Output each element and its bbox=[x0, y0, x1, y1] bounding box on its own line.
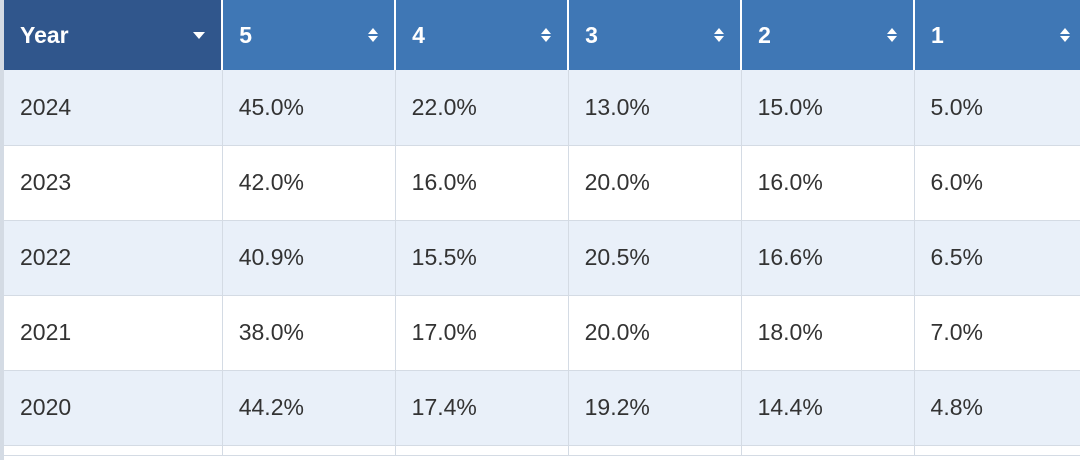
column-header-label: 1 bbox=[931, 21, 944, 48]
chevron-down-icon[interactable] bbox=[193, 31, 206, 39]
sort-icon[interactable] bbox=[366, 25, 380, 45]
cell-value: 13.0% bbox=[568, 70, 742, 146]
cell-value: 44.2% bbox=[222, 370, 396, 446]
cell-empty bbox=[914, 445, 1080, 456]
column-header-year[interactable]: Year bbox=[0, 0, 224, 70]
column-header-4[interactable]: 4 bbox=[395, 0, 570, 70]
column-header-5[interactable]: 5 bbox=[222, 0, 397, 70]
cell-value: 16.0% bbox=[395, 145, 569, 221]
cell-value: 42.0% bbox=[222, 145, 396, 221]
column-header-2[interactable]: 2 bbox=[741, 0, 916, 70]
cell-value: 15.5% bbox=[395, 220, 569, 296]
cell-empty bbox=[395, 445, 569, 456]
sort-icon[interactable] bbox=[539, 25, 553, 45]
cell-value: 45.0% bbox=[222, 70, 396, 146]
cell-value: 20.0% bbox=[568, 145, 742, 221]
cell-value: 14.4% bbox=[741, 370, 915, 446]
cell-empty bbox=[222, 445, 396, 456]
cell-value: 18.0% bbox=[741, 295, 915, 371]
cell-value: 40.9% bbox=[222, 220, 396, 296]
column-header-label: Year bbox=[20, 21, 69, 48]
column-header-label: 4 bbox=[412, 21, 425, 48]
table-row: 2020 44.2% 17.4% 19.2% 14.4% 4.8% bbox=[0, 370, 1080, 446]
column-header-label: 2 bbox=[758, 21, 771, 48]
cell-empty bbox=[741, 445, 915, 456]
cell-value: 17.0% bbox=[395, 295, 569, 371]
cell-value: 22.0% bbox=[395, 70, 569, 146]
cell-value: 20.0% bbox=[568, 295, 742, 371]
cell-year: 2020 bbox=[0, 370, 223, 446]
sort-icon[interactable] bbox=[885, 25, 899, 45]
table-header-row: Year 5 4 bbox=[0, 0, 1080, 70]
cell-value: 19.2% bbox=[568, 370, 742, 446]
cell-value: 6.0% bbox=[914, 145, 1080, 221]
cell-value: 15.0% bbox=[741, 70, 915, 146]
table-left-border bbox=[0, 0, 4, 460]
table-row: 2021 38.0% 17.0% 20.0% 18.0% 7.0% bbox=[0, 295, 1080, 371]
table-row: 2022 40.9% 15.5% 20.5% 16.6% 6.5% bbox=[0, 220, 1080, 296]
column-header-1[interactable]: 1 bbox=[914, 0, 1080, 70]
cell-year: 2021 bbox=[0, 295, 223, 371]
cell-year: 2024 bbox=[0, 70, 223, 146]
cell-value: 20.5% bbox=[568, 220, 742, 296]
column-header-label: 5 bbox=[239, 21, 253, 48]
cell-value: 16.6% bbox=[741, 220, 915, 296]
cell-value: 7.0% bbox=[914, 295, 1080, 371]
cell-year: 2023 bbox=[0, 145, 223, 221]
table-row: 2023 42.0% 16.0% 20.0% 16.0% 6.0% bbox=[0, 145, 1080, 221]
cell-value: 38.0% bbox=[222, 295, 396, 371]
cell-empty bbox=[568, 445, 742, 456]
sort-icon[interactable] bbox=[712, 25, 726, 45]
cell-value: 17.4% bbox=[395, 370, 569, 446]
column-header-3[interactable]: 3 bbox=[568, 0, 743, 70]
column-header-label: 3 bbox=[585, 21, 598, 48]
cell-value: 4.8% bbox=[914, 370, 1080, 446]
cell-empty bbox=[0, 445, 223, 456]
cell-value: 16.0% bbox=[741, 145, 915, 221]
sort-icon[interactable] bbox=[1058, 25, 1072, 45]
table-row: 2024 45.0% 22.0% 13.0% 15.0% 5.0% bbox=[0, 70, 1080, 146]
cell-value: 6.5% bbox=[914, 220, 1080, 296]
cell-value: 5.0% bbox=[914, 70, 1080, 146]
cell-year: 2022 bbox=[0, 220, 223, 296]
table-row-partial bbox=[0, 445, 1080, 456]
